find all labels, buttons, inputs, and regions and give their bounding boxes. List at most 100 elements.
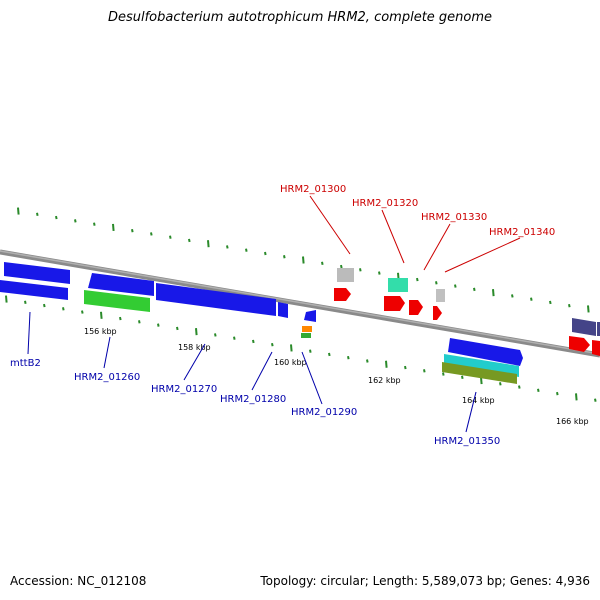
tick-mark bbox=[290, 344, 293, 352]
tick-mark bbox=[404, 365, 407, 370]
tick-mark bbox=[233, 336, 236, 340]
scale-labels: 156 kbp 158 kbp 160 kbp 162 kbp 164 kbp … bbox=[84, 327, 589, 426]
tick-mark bbox=[435, 281, 438, 285]
tick-mark bbox=[252, 339, 255, 344]
tick-mark bbox=[518, 385, 521, 389]
tick-mark bbox=[93, 222, 96, 226]
tick-mark bbox=[347, 356, 350, 360]
tick-mark bbox=[119, 316, 122, 321]
tick-mark bbox=[537, 388, 540, 393]
tick-mark bbox=[5, 295, 8, 303]
tick-mark bbox=[195, 328, 198, 336]
gene-HRM2_01300-red[interactable] bbox=[334, 288, 351, 301]
gene-labels-bottom: mttB2 HRM2_01260 HRM2_01270 HRM2_01280 H… bbox=[10, 358, 500, 447]
tick-mark bbox=[423, 369, 426, 373]
tick-mark bbox=[511, 294, 514, 298]
tick-mark bbox=[55, 215, 58, 220]
tick-mark bbox=[112, 223, 115, 231]
gene-label[interactable]: HRM2_01270 bbox=[151, 384, 217, 395]
backbone-line bbox=[0, 249, 600, 358]
gene-label[interactable]: HRM2_01260 bbox=[74, 372, 140, 383]
gene-HRM2_01350-olive[interactable] bbox=[442, 362, 517, 384]
gene-HRM2_01280[interactable] bbox=[278, 302, 288, 318]
tick-mark bbox=[264, 251, 267, 256]
tick-mark bbox=[378, 271, 381, 275]
tick-mark bbox=[473, 287, 476, 292]
gene-label[interactable]: HRM2_01290 bbox=[291, 407, 357, 418]
tick-mark bbox=[169, 235, 172, 239]
accession-text: Accession: NC_012108 bbox=[10, 574, 147, 588]
gene-HRM2_01350[interactable] bbox=[448, 338, 523, 366]
gene-HRM2_01350-cyan[interactable] bbox=[444, 354, 519, 377]
gene-label[interactable]: HRM2_01340 bbox=[489, 227, 555, 238]
tick-mark bbox=[340, 264, 343, 269]
tick-mark bbox=[309, 349, 312, 353]
tick-mark bbox=[81, 310, 84, 314]
tick-mark bbox=[385, 360, 388, 368]
gene-label[interactable]: HRM2_01330 bbox=[421, 212, 487, 223]
tick-row-bottom bbox=[5, 295, 597, 402]
tick-mark bbox=[366, 359, 369, 363]
gene-right-red-2[interactable] bbox=[592, 340, 600, 356]
gene-HRM2_01260-green[interactable] bbox=[84, 290, 150, 312]
gene-HRM2_01270[interactable] bbox=[156, 283, 276, 316]
gene-HRM2_01320-red[interactable] bbox=[384, 296, 405, 311]
tick-mark bbox=[131, 228, 134, 233]
tick-mark bbox=[549, 300, 552, 305]
gene-right-navy[interactable] bbox=[572, 318, 596, 336]
gene-HRM2_01320[interactable] bbox=[388, 278, 408, 292]
gene-HRM2_01290-green[interactable] bbox=[301, 333, 311, 338]
tick-mark bbox=[594, 398, 597, 402]
gene-HRM2_01290-blue[interactable] bbox=[304, 310, 316, 322]
tick-mark bbox=[176, 326, 179, 331]
leader-lines bbox=[27, 195, 521, 433]
gene-HRM2_01340-red[interactable] bbox=[433, 306, 442, 320]
tick-mark bbox=[17, 207, 20, 215]
gene-mttB2[interactable] bbox=[4, 262, 70, 284]
gene-label[interactable]: HRM2_01320 bbox=[352, 198, 418, 209]
scale-label: 166 kbp bbox=[556, 417, 589, 426]
tick-mark bbox=[359, 268, 362, 272]
gene-HRM2_01330[interactable] bbox=[436, 289, 445, 302]
gene-HRM2_01320b-red[interactable] bbox=[409, 300, 423, 315]
gene-mttB2-lower[interactable] bbox=[0, 280, 68, 300]
tick-mark bbox=[157, 323, 160, 327]
tick-mark bbox=[442, 372, 445, 376]
tick-mark bbox=[226, 245, 229, 249]
scale-label: 162 kbp bbox=[368, 376, 401, 385]
tick-mark bbox=[138, 320, 141, 324]
tick-mark bbox=[530, 297, 533, 301]
scale-label: 164 kbp bbox=[462, 396, 495, 405]
gene-label[interactable]: HRM2_01300 bbox=[280, 184, 346, 195]
tick-mark bbox=[575, 393, 578, 401]
tick-mark bbox=[587, 305, 590, 313]
tick-mark bbox=[74, 219, 77, 223]
gene-features bbox=[0, 262, 600, 384]
gene-HRM2_01300[interactable] bbox=[337, 268, 354, 282]
tick-mark bbox=[207, 240, 210, 248]
tick-mark bbox=[416, 277, 419, 282]
tick-mark bbox=[328, 352, 331, 357]
tick-mark bbox=[150, 232, 153, 236]
tick-mark bbox=[461, 375, 464, 380]
backbone bbox=[0, 249, 600, 358]
scale-label: 156 kbp bbox=[84, 327, 117, 336]
tick-mark bbox=[24, 300, 27, 304]
gene-right-navy-2[interactable] bbox=[597, 322, 600, 336]
tick-mark bbox=[302, 256, 305, 264]
tick-mark bbox=[499, 382, 502, 386]
tick-mark bbox=[100, 311, 103, 319]
tick-mark bbox=[283, 255, 286, 259]
gene-HRM2_01290-orange[interactable] bbox=[302, 326, 312, 332]
gene-label[interactable]: mttB2 bbox=[10, 358, 41, 369]
gene-right-red[interactable] bbox=[569, 336, 590, 352]
tick-mark bbox=[454, 284, 457, 288]
tick-mark bbox=[245, 248, 248, 252]
gene-HRM2_01260[interactable] bbox=[88, 273, 154, 296]
map-title: Desulfobacterium autotrophicum HRM2, com… bbox=[107, 10, 493, 25]
gene-labels-top: HRM2_01300 HRM2_01320 HRM2_01330 HRM2_01… bbox=[280, 184, 555, 238]
gene-label[interactable]: HRM2_01280 bbox=[220, 394, 286, 405]
gene-label[interactable]: HRM2_01350 bbox=[434, 436, 500, 447]
